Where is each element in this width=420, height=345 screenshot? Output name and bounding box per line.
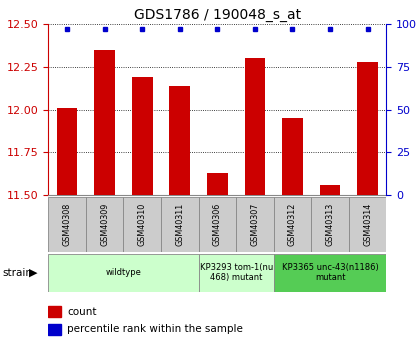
- FancyBboxPatch shape: [311, 197, 349, 252]
- Title: GDS1786 / 190048_s_at: GDS1786 / 190048_s_at: [134, 8, 301, 22]
- Text: strain: strain: [2, 268, 32, 277]
- Text: GSM40309: GSM40309: [100, 203, 109, 246]
- Bar: [320, 185, 340, 195]
- Text: GSM40307: GSM40307: [250, 203, 260, 246]
- Text: count: count: [67, 307, 97, 317]
- Bar: [244, 58, 265, 195]
- Text: percentile rank within the sample: percentile rank within the sample: [67, 324, 243, 334]
- Bar: [282, 118, 303, 195]
- Bar: [169, 86, 190, 195]
- Bar: [357, 62, 378, 195]
- FancyBboxPatch shape: [48, 254, 199, 292]
- Text: ▶: ▶: [29, 268, 37, 277]
- Bar: [94, 50, 115, 195]
- FancyBboxPatch shape: [123, 197, 161, 252]
- Text: wildtype: wildtype: [105, 268, 142, 277]
- Bar: [48, 324, 61, 335]
- Bar: [57, 108, 77, 195]
- FancyBboxPatch shape: [274, 197, 311, 252]
- Bar: [48, 306, 61, 317]
- Text: KP3293 tom-1(nu
468) mutant: KP3293 tom-1(nu 468) mutant: [200, 263, 273, 282]
- Text: GSM40312: GSM40312: [288, 203, 297, 246]
- FancyBboxPatch shape: [48, 197, 86, 252]
- FancyBboxPatch shape: [236, 197, 274, 252]
- FancyBboxPatch shape: [86, 197, 123, 252]
- Bar: [207, 173, 228, 195]
- Text: GSM40311: GSM40311: [175, 203, 184, 246]
- Text: KP3365 unc-43(n1186)
mutant: KP3365 unc-43(n1186) mutant: [282, 263, 378, 282]
- FancyBboxPatch shape: [199, 197, 236, 252]
- Text: GSM40314: GSM40314: [363, 203, 372, 246]
- Text: GSM40308: GSM40308: [63, 203, 71, 246]
- FancyBboxPatch shape: [161, 197, 199, 252]
- Text: GSM40310: GSM40310: [138, 203, 147, 246]
- Text: GSM40313: GSM40313: [326, 203, 335, 246]
- Text: GSM40306: GSM40306: [213, 203, 222, 246]
- FancyBboxPatch shape: [274, 254, 386, 292]
- Bar: [132, 77, 152, 195]
- FancyBboxPatch shape: [349, 197, 386, 252]
- FancyBboxPatch shape: [199, 254, 274, 292]
